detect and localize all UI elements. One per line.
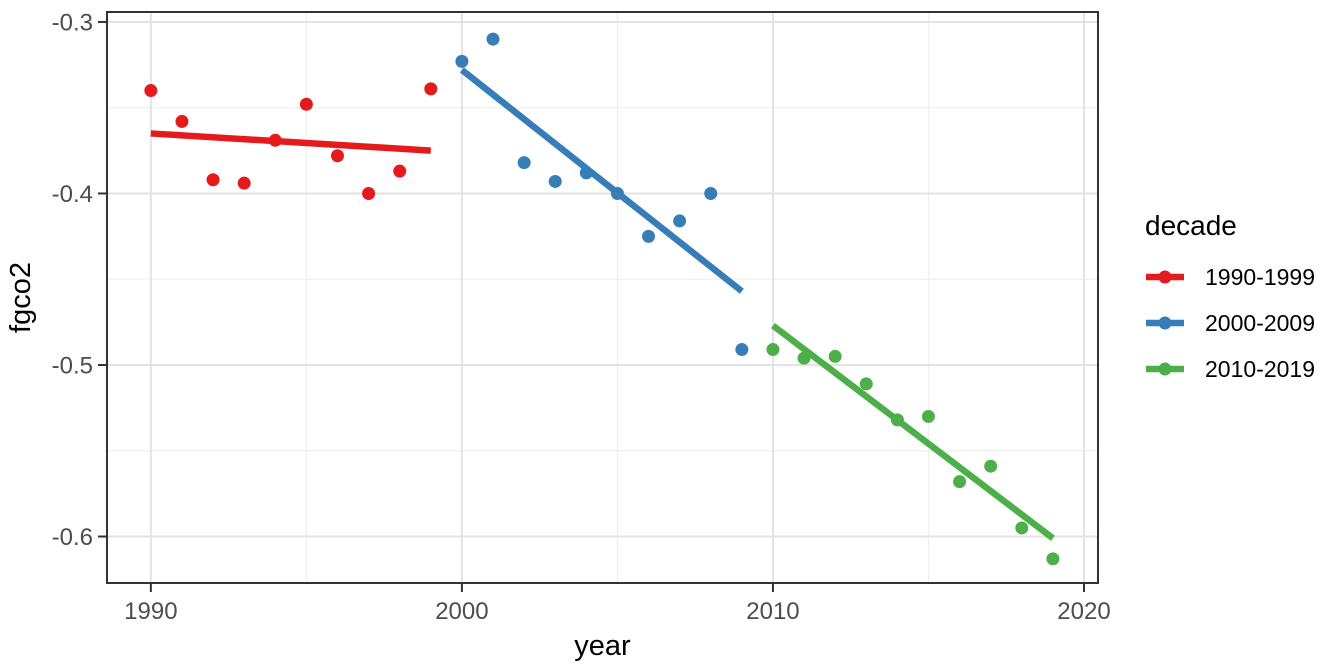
data-point <box>517 156 531 170</box>
data-point <box>984 459 998 473</box>
data-point <box>486 32 500 46</box>
data-point <box>362 186 376 200</box>
data-point <box>890 413 904 427</box>
data-point <box>673 214 687 228</box>
legend: decade 1990-1999 2000-2009 2010-2019 <box>1145 210 1315 382</box>
legend-key-point <box>1158 316 1172 330</box>
data-point <box>766 343 780 357</box>
data-point <box>237 176 251 190</box>
legend-label: 2010-2019 <box>1205 356 1315 382</box>
legend-entry-1990-1999: 1990-1999 <box>1146 264 1315 290</box>
data-point <box>579 166 593 180</box>
data-point <box>797 351 811 365</box>
x-tick-label: 2010 <box>746 598 799 625</box>
legend-entry-2000-2009: 2000-2009 <box>1146 310 1315 336</box>
legend-entries: 1990-1999 2000-2009 2010-2019 <box>1146 264 1315 382</box>
series-2010-2019 <box>766 322 1060 566</box>
data-point <box>1046 552 1060 566</box>
x-tick-label: 2000 <box>435 598 488 625</box>
y-tick-label: -0.6 <box>52 524 93 551</box>
data-point <box>393 164 407 178</box>
y-axis-title: fgco2 <box>5 262 37 333</box>
data-point <box>859 377 873 391</box>
legend-key-point <box>1158 362 1172 376</box>
trend-line <box>150 130 432 154</box>
x-axis-title: year <box>574 630 631 662</box>
data-point <box>206 173 220 187</box>
data-point <box>610 186 624 200</box>
trend-line <box>459 67 744 294</box>
data-point <box>299 97 313 111</box>
data-point <box>735 343 749 357</box>
data-series-layer <box>144 32 1060 566</box>
panel-border <box>106 11 1099 584</box>
trend-line <box>770 322 1055 541</box>
y-tick-label: -0.4 <box>52 181 93 208</box>
data-point <box>1015 521 1029 535</box>
legend-label: 1990-1999 <box>1205 264 1315 290</box>
y-tick-label: -0.3 <box>52 9 93 36</box>
y-tick-label: -0.5 <box>52 352 93 379</box>
legend-entry-2010-2019: 2010-2019 <box>1146 356 1315 382</box>
grid-major-lines <box>107 12 1098 583</box>
legend-key-point <box>1158 270 1172 284</box>
axis-tick-labels: 1990 2000 2010 2020 -0.3 -0.4 -0.5 -0.6 <box>52 9 1111 625</box>
data-point <box>921 409 935 423</box>
data-point <box>424 82 438 96</box>
x-tick-label: 2020 <box>1057 598 1110 625</box>
x-tick-label: 1990 <box>124 598 177 625</box>
data-point <box>455 54 469 68</box>
legend-title: decade <box>1145 210 1237 241</box>
legend-label: 2000-2009 <box>1205 310 1315 336</box>
data-point <box>548 174 562 188</box>
series-2000-2009 <box>455 32 749 357</box>
grid-minor-lines <box>107 12 1098 583</box>
data-point <box>330 149 344 163</box>
data-point <box>953 475 967 489</box>
data-point <box>704 186 718 200</box>
data-point <box>642 229 656 243</box>
data-point <box>268 133 282 147</box>
data-point <box>828 349 842 363</box>
axis-tick-marks <box>98 20 1086 592</box>
data-point <box>175 114 189 128</box>
series-1990-1999 <box>144 82 438 200</box>
data-point <box>144 84 158 98</box>
